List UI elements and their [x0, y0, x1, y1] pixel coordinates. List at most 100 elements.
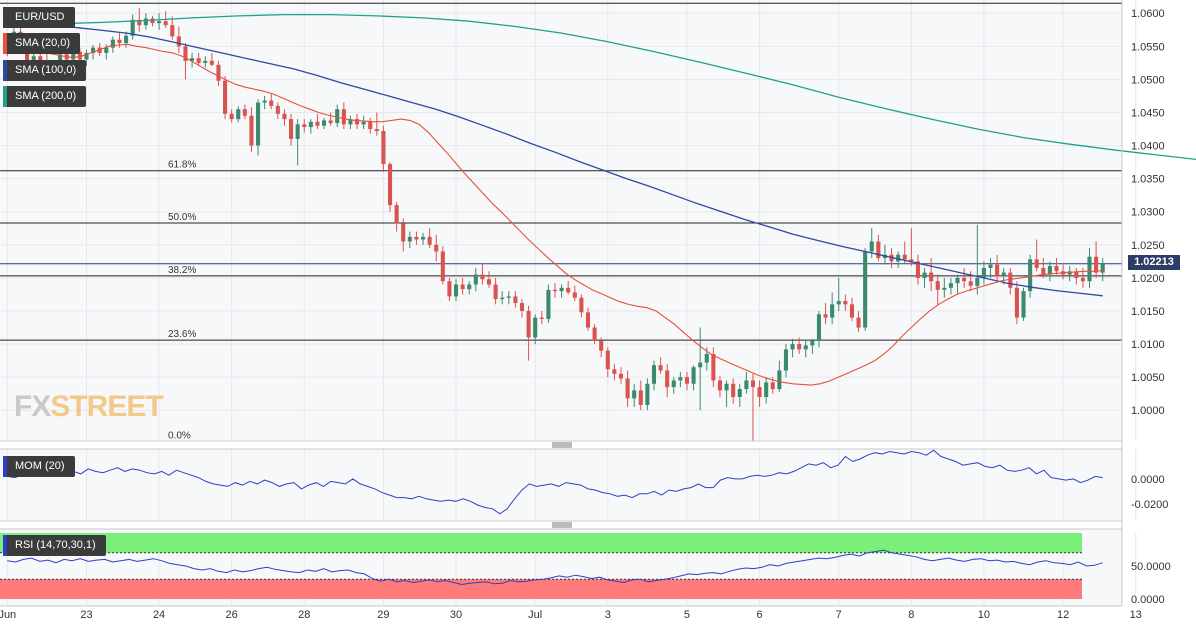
candle-body [625, 378, 630, 399]
candle-body [275, 105, 280, 114]
candle-body [183, 46, 188, 61]
momentum-panel-background [0, 449, 1122, 520]
candle-body [519, 303, 525, 311]
candle-body [691, 367, 696, 384]
price-axis-tick-label: 1.0600 [1131, 8, 1165, 20]
candle-body [434, 244, 439, 252]
candle-body [427, 236, 432, 245]
candle-body [473, 274, 478, 285]
candle-body [295, 124, 300, 139]
candle-body [731, 383, 736, 397]
candle-body [157, 21, 162, 24]
price-panel-background [0, 0, 1122, 440]
candle-body [671, 380, 676, 388]
candle-body [110, 39, 115, 48]
candle-body [942, 287, 947, 290]
candle-body [104, 47, 109, 53]
candle-body [176, 36, 181, 47]
candle-body [493, 284, 498, 300]
candle-body [368, 121, 373, 130]
rsi-label-text: RSI (14,70,30,1) [15, 539, 96, 551]
candle-body [1054, 265, 1059, 272]
candle-body [71, 51, 76, 60]
candle-body [354, 119, 360, 125]
price-axis-tick-label: 1.0300 [1131, 207, 1165, 219]
candle-body [1041, 267, 1046, 275]
date-axis-tick-label: 8 [908, 609, 914, 621]
price-axis-tick-label: 1.0400 [1131, 141, 1165, 153]
fibonacci-label: 23.6% [168, 329, 196, 340]
fibonacci-label: 61.8% [168, 160, 196, 171]
candle-body [420, 236, 426, 240]
date-axis-tick-label: Jul [528, 609, 542, 621]
candle-body [249, 115, 254, 146]
candle-body [592, 327, 597, 341]
candle-body [638, 390, 643, 405]
candle-body [975, 277, 980, 286]
candle-body [902, 254, 907, 260]
candle-body [717, 380, 723, 391]
fibonacci-label: 38.2% [168, 265, 196, 276]
candle-body [816, 314, 821, 341]
momentum-label: MOM (20) [3, 456, 75, 477]
candle-body [150, 18, 155, 24]
candle-body [764, 382, 769, 397]
candle-body [995, 264, 1000, 277]
date-axis-tick-label: 29 [377, 609, 389, 621]
date-axis-tick-label: 26 [226, 609, 238, 621]
date-axis-tick-label: 13 [1130, 609, 1142, 621]
candle-body [1034, 259, 1039, 268]
candle-body [678, 377, 683, 381]
candle-body [849, 304, 854, 318]
legend-sma200: SMA (200,0) [3, 86, 87, 107]
candle-body [513, 296, 518, 304]
candle-body [242, 109, 247, 116]
candle-body [124, 35, 129, 44]
legend-sma100-swatch [3, 60, 7, 81]
candle-body [836, 301, 841, 305]
candle-body [777, 370, 782, 390]
candle-body [559, 287, 564, 292]
legend-sma100: SMA (100,0) [3, 60, 87, 81]
candle-body [256, 102, 261, 146]
candle-body [321, 120, 327, 126]
price-axis-tick-label: 1.0350 [1131, 174, 1165, 186]
grid [0, 0, 1137, 605]
moving-averages [7, 13, 1196, 386]
candle-body [170, 25, 175, 37]
momentum-label-swatch [3, 456, 7, 477]
candle-body [500, 297, 505, 300]
candle-body [711, 353, 716, 381]
momentum-label-text: MOM (20) [15, 460, 65, 472]
candle-body [467, 284, 472, 290]
legend-sma20-swatch [3, 33, 7, 54]
legend-symbol-label: EUR/USD [15, 11, 65, 23]
candle-body [797, 344, 802, 350]
candle-body [77, 51, 82, 60]
candle-body [381, 131, 386, 165]
candle-body [130, 19, 135, 36]
date-axis-tick-label: 7 [836, 609, 842, 621]
legend-symbol: EUR/USD [3, 7, 75, 28]
date-axis-tick-label: 12 [1057, 609, 1069, 621]
sma200-line [7, 13, 1196, 161]
price-axis-tick-label: 1.0100 [1131, 339, 1165, 351]
candle-body [302, 124, 307, 128]
candle-body [223, 80, 228, 114]
date-axis-tick-label: Jun [0, 609, 16, 621]
candle-body [803, 345, 808, 350]
rsi-axis-tick-label: 0.0000 [1131, 594, 1165, 606]
candle-body [216, 64, 221, 81]
price-axis-tick-label: 1.0000 [1131, 405, 1165, 417]
candle-body [658, 365, 663, 371]
candle-body [163, 21, 168, 26]
candle-body [361, 121, 366, 125]
legend-sma100-label: SMA (100,0) [15, 64, 77, 76]
candle-body [209, 60, 214, 65]
candle-body [506, 296, 511, 298]
candle-body [599, 340, 604, 351]
candle-body [579, 297, 584, 313]
candle-body [962, 277, 967, 282]
momentum-line [7, 449, 1103, 515]
candle-body [737, 389, 742, 397]
